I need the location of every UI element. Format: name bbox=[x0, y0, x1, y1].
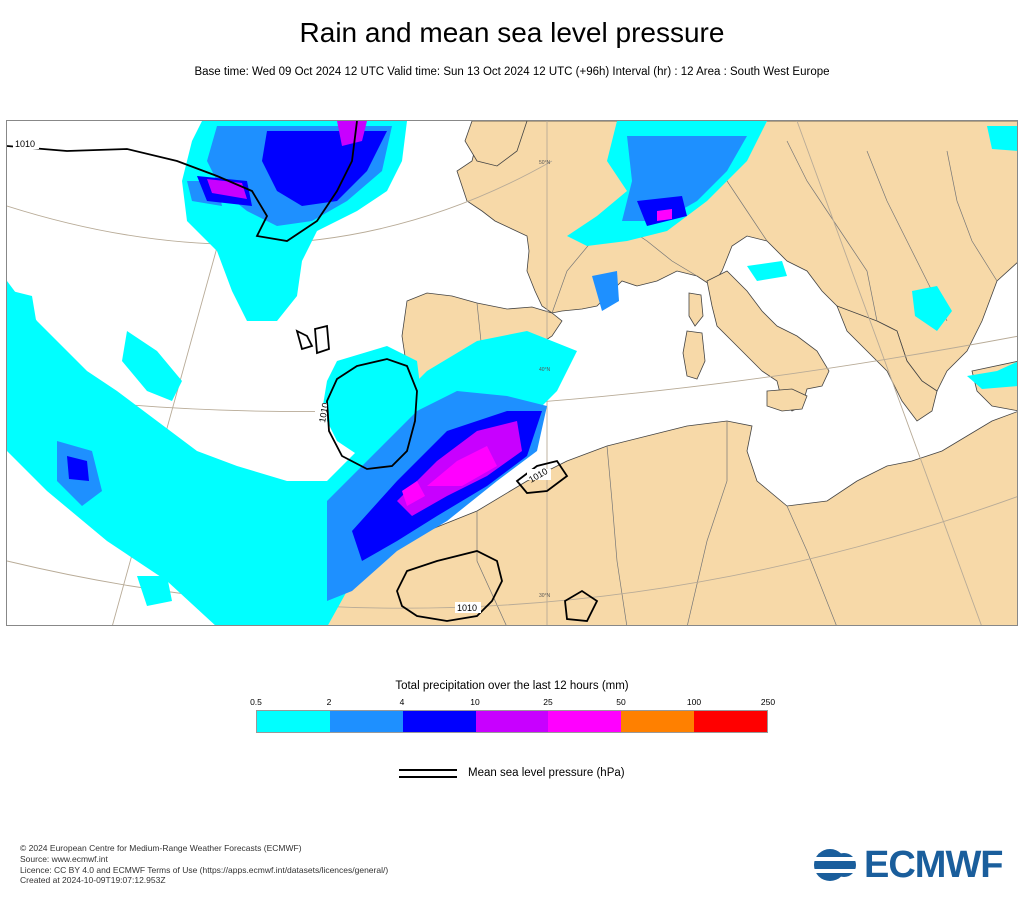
chart-subtitle: Base time: Wed 09 Oct 2024 12 UTC Valid … bbox=[194, 66, 830, 78]
legend-tick: 4 bbox=[399, 697, 405, 707]
land-sardinia bbox=[682, 330, 706, 380]
isobars bbox=[7, 121, 599, 622]
legend-tick: 250 bbox=[760, 697, 776, 707]
land-balkans bbox=[836, 305, 938, 422]
land-layer bbox=[263, 121, 1017, 625]
legend-swatch bbox=[329, 711, 403, 732]
isobar-label: 1010 bbox=[317, 402, 330, 423]
precip-layer-magenta bbox=[402, 209, 672, 506]
isobar-label: 1010 bbox=[457, 603, 477, 613]
land-italy bbox=[706, 270, 830, 412]
land-sicily bbox=[766, 388, 808, 412]
land-corsica bbox=[688, 292, 704, 327]
legend-swatch bbox=[257, 711, 330, 732]
graticule-label: 30°N bbox=[539, 593, 551, 599]
legend-tick: 2 bbox=[326, 697, 332, 707]
ecmwf-logo-text: ECMWF bbox=[864, 843, 1004, 886]
graticule-label: 40°N bbox=[539, 367, 551, 373]
legend-tick: 50 bbox=[616, 697, 626, 707]
footer-line: © 2024 European Centre for Medium-Range … bbox=[20, 843, 302, 853]
chart-title: Rain and mean sea level pressure bbox=[299, 17, 725, 48]
footer-line: Source: www.ecmwf.int bbox=[20, 853, 108, 864]
legend-tick: 0.5 bbox=[250, 697, 262, 707]
legend-swatch bbox=[402, 711, 476, 732]
isobar-label: 1010 bbox=[15, 139, 35, 149]
pressure-legend-line bbox=[399, 769, 457, 778]
isobar-label-group: 1010 1010 1010 1010 bbox=[13, 138, 551, 613]
legend-colorbar bbox=[256, 710, 768, 733]
ecmwf-logo: ECMWF bbox=[812, 843, 1004, 886]
legend-tick: 100 bbox=[686, 697, 702, 707]
legend-swatch bbox=[694, 711, 768, 732]
map-svg: 1010 1010 1010 1010 50°N 40°N 30°N bbox=[7, 121, 1017, 625]
legend-swatch bbox=[621, 711, 695, 732]
graticule-label-group: 50°N 40°N 30°N bbox=[539, 160, 551, 599]
legend-tick: 25 bbox=[543, 697, 553, 707]
ecmwf-logo-icon bbox=[812, 849, 860, 881]
footer-credits: © 2024 European Centre for Medium-Range … bbox=[20, 843, 388, 886]
legend-swatch bbox=[475, 711, 549, 732]
legend-tick: 10 bbox=[470, 697, 480, 707]
legend-title: Total precipitation over the last 12 hou… bbox=[395, 680, 629, 692]
land-britain bbox=[464, 121, 528, 167]
pressure-legend-label: Mean sea level pressure (hPa) bbox=[468, 767, 625, 779]
map-panel: 1010 1010 1010 1010 50°N 40°N 30°N bbox=[6, 120, 1018, 626]
footer-line: Licence: CC BY 4.0 and ECMWF Terms of Us… bbox=[20, 864, 389, 875]
graticule-label: 50°N bbox=[539, 160, 551, 166]
footer-line: Created at 2024-10-09T19:07:12.953Z bbox=[20, 875, 166, 886]
legend-swatch bbox=[548, 711, 622, 732]
